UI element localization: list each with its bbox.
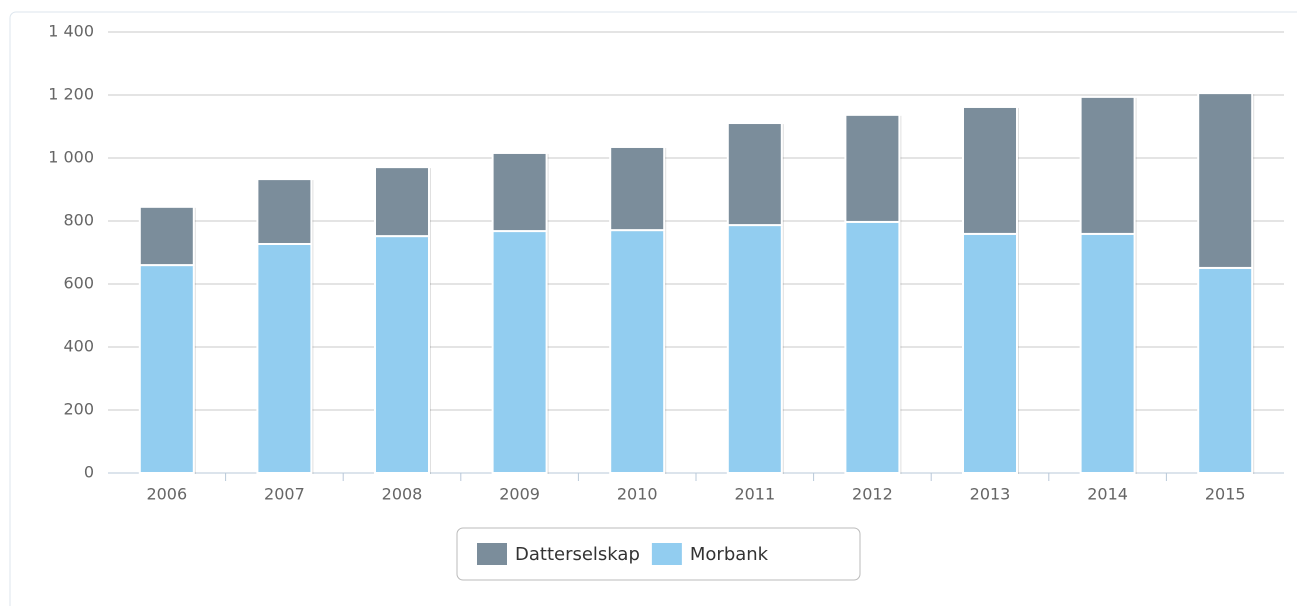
chart-frame xyxy=(9,11,1297,606)
x-tick-label: 2008 xyxy=(382,485,423,504)
bar xyxy=(726,122,783,227)
x-tick-label: 2006 xyxy=(146,485,187,504)
bar xyxy=(256,242,313,474)
bar xyxy=(962,105,1018,235)
bar xyxy=(138,205,195,267)
bar xyxy=(609,229,666,474)
x-tick-label: 2011 xyxy=(734,485,775,504)
x-tick-label: 2015 xyxy=(1205,485,1246,504)
bar xyxy=(374,235,430,474)
legend-swatch xyxy=(477,543,507,565)
x-tick-label: 2007 xyxy=(264,485,305,504)
legend-label: Datterselskap xyxy=(515,544,640,565)
bar xyxy=(844,113,901,223)
y-tick-label: 1 400 xyxy=(48,22,94,41)
bar xyxy=(491,230,548,474)
bar xyxy=(1197,266,1254,474)
y-tick-label: 200 xyxy=(63,400,94,419)
x-tick-label: 2014 xyxy=(1087,485,1128,504)
y-tick-label: 1 000 xyxy=(48,148,94,167)
legend-swatch xyxy=(651,543,682,565)
x-tick-label: 2012 xyxy=(852,485,893,504)
legend-label: Morbank xyxy=(690,544,769,565)
y-tick-label: 800 xyxy=(63,211,94,230)
bar xyxy=(1079,95,1136,235)
bar xyxy=(844,220,901,474)
bar xyxy=(491,151,548,233)
bar xyxy=(726,224,783,474)
y-tick-label: 600 xyxy=(63,274,94,293)
x-tick-label: 2009 xyxy=(499,485,540,504)
bar xyxy=(962,232,1018,474)
bar xyxy=(1079,232,1136,474)
bar xyxy=(1197,92,1254,269)
x-tick-label: 2010 xyxy=(617,485,658,504)
bar xyxy=(256,178,313,245)
bar xyxy=(609,145,666,232)
y-tick-label: 1 200 xyxy=(48,85,94,104)
x-tick-label: 2013 xyxy=(970,485,1011,504)
bar xyxy=(138,264,195,474)
y-tick-label: 0 xyxy=(84,463,94,482)
bar xyxy=(374,166,430,238)
y-tick-label: 400 xyxy=(63,337,94,356)
legend: Datterselskap Morbank xyxy=(456,527,861,581)
